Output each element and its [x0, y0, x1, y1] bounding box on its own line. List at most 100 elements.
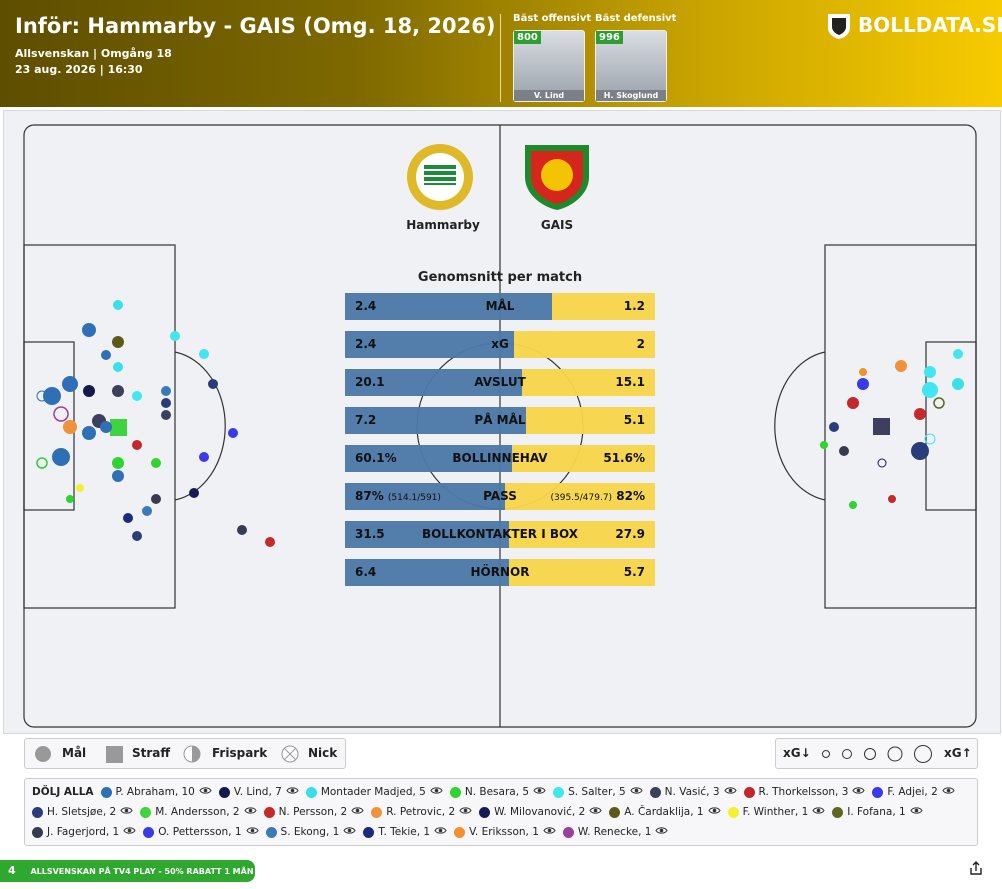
player-toggle[interactable]: R. Thorkelsson, 3: [743, 784, 866, 800]
away-value-text: 2: [636, 337, 645, 351]
stat-row: 7.2 PÅ MÅL 5.1: [345, 407, 655, 434]
player-dot: [218, 786, 230, 798]
player-name: H. Sletsjøe, 2: [47, 806, 117, 818]
player-name: M. Andersson, 2: [155, 806, 240, 818]
hide-all[interactable]: DÖLJ ALLA: [32, 786, 94, 798]
player-name: O. Pettersson, 1: [158, 826, 242, 838]
player-name: S. Salter, 5: [568, 786, 626, 798]
player-name: F. Winther, 1: [742, 806, 809, 818]
player-dot: [32, 806, 43, 818]
player-dot: [562, 826, 574, 838]
player-toggle[interactable]: P. Abraham, 10: [100, 784, 212, 800]
player-toggle[interactable]: I. Fofana, 1: [832, 804, 923, 820]
player-toggle[interactable]: V. Eriksson, 1: [454, 824, 556, 840]
player-name: T. Tekie, 1: [378, 826, 431, 838]
player-toggle[interactable]: F. Winther, 1: [727, 804, 826, 820]
eye-icon: [245, 826, 259, 838]
match-title: Inför: Hammarby - GAIS (Omg. 18, 2026): [15, 14, 496, 38]
player-dot: [100, 786, 112, 798]
share-icon[interactable]: [968, 860, 984, 876]
goal-area: [925, 341, 977, 511]
away-bar: [509, 521, 655, 548]
header: Inför: Hammarby - GAIS (Omg. 18, 2026) A…: [0, 0, 1002, 107]
player-toggle[interactable]: W. Renecke, 1: [562, 824, 669, 840]
away-value-text: 27.9: [615, 527, 645, 541]
away-detail: (395.5/479.7): [550, 493, 613, 503]
home-value-text: 2.4: [355, 337, 377, 351]
player-name: I. Fofana, 1: [847, 806, 906, 818]
player-card[interactable]: 996 H. Skoglund: [595, 30, 667, 102]
stat-row: 20.1 AVSLUT 15.1: [345, 369, 655, 396]
player-toggle[interactable]: T. Tekie, 1: [363, 824, 447, 840]
player-toggle[interactable]: F. Adjei, 2: [872, 784, 955, 800]
eye-icon: [351, 806, 364, 818]
away-value: (395.5/479.7) 82%: [550, 483, 645, 510]
player-toggle[interactable]: R. Petrovic, 2: [371, 804, 472, 820]
legend-label[interactable]: Nick: [308, 746, 338, 760]
xg-legend: xG↓ xG↑: [775, 738, 978, 769]
away-value-text: 51.6%: [603, 451, 645, 465]
player-toggle[interactable]: H. Sletsjøe, 2: [32, 804, 133, 820]
player-name: N. Vasić, 3: [664, 786, 720, 798]
brand[interactable]: BOLLDATA.SE: [858, 13, 1002, 37]
stat-row: 2.4 xG 2: [345, 331, 655, 358]
promo-banner[interactable]: 4 ALLSVENSKAN PÅ TV4 PLAY - 50% RABATT 1…: [0, 860, 255, 882]
player-toggle[interactable]: O. Pettersson, 1: [143, 824, 259, 840]
xg-low[interactable]: xG↓: [783, 746, 811, 760]
home-value: 2.4: [355, 331, 376, 358]
player-name: S. Ekong, 1: [280, 826, 340, 838]
rating: 996: [596, 31, 623, 44]
player-toggle[interactable]: A. Čardaklija, 1: [609, 804, 721, 820]
player-toggle[interactable]: S. Ekong, 1: [265, 824, 357, 840]
player-dot: [265, 826, 277, 838]
player-card[interactable]: 800 V. Lind: [513, 30, 585, 102]
legend-label[interactable]: Frispark: [212, 746, 268, 760]
card-label: Bäst defensivt: [595, 13, 677, 24]
xg-high[interactable]: xG↑: [944, 746, 972, 760]
away-value: 5.7: [624, 559, 645, 586]
away-value: 1.2: [624, 293, 645, 320]
eye-icon: [910, 806, 923, 818]
away-bar: [526, 407, 655, 434]
home-bar: [345, 293, 552, 320]
player-toggle[interactable]: N. Besara, 5: [449, 784, 546, 800]
stat-row: 31.5 BOLLKONTAKTER I BOX 27.9: [345, 521, 655, 548]
player-dot: [872, 786, 884, 798]
player-name: N. Persson, 2: [278, 806, 348, 818]
away-bar: [508, 559, 655, 586]
away-value-text: 1.2: [623, 299, 645, 313]
player-toggle[interactable]: V. Lind, 7: [218, 784, 299, 800]
home-value: 87% (514.1/591): [355, 483, 441, 510]
legend-label[interactable]: Mål: [62, 746, 87, 760]
eye-icon: [589, 806, 602, 818]
hammarby-crest: [407, 144, 473, 210]
stat-row: 60.1% BOLLINNEHAV 51.6%: [345, 445, 655, 472]
player-toggle[interactable]: N. Persson, 2: [263, 804, 365, 820]
eye-icon: [533, 786, 546, 798]
player-name: V. Lind, 7: [233, 786, 282, 798]
eye-icon: [244, 806, 257, 818]
away-value: 2: [637, 331, 645, 358]
player-toggle[interactable]: W. Milovanović, 2: [479, 804, 602, 820]
player-dot: [305, 786, 317, 798]
eye-icon: [434, 826, 447, 838]
player-toggle[interactable]: S. Salter, 5: [553, 784, 643, 800]
player-name: H. Skoglund: [596, 90, 666, 101]
eye-icon: [123, 826, 136, 838]
player-name: R. Thorkelsson, 3: [758, 786, 849, 798]
shots: [36, 300, 964, 547]
away-bar: [551, 293, 655, 320]
player-name: J. Fagerjord, 1: [47, 826, 120, 838]
legend-label[interactable]: Straff: [132, 746, 171, 760]
home-bar: [345, 521, 510, 548]
player-toggle[interactable]: M. Andersson, 2: [140, 804, 257, 820]
player-dot: [727, 806, 739, 818]
player-toggle[interactable]: J. Fagerjord, 1: [32, 824, 136, 840]
home-value-text: 6.4: [355, 565, 377, 579]
player-toggle[interactable]: N. Vasić, 3: [649, 784, 737, 800]
away-bar: [504, 483, 655, 510]
player-toggle[interactable]: Montader Madjed, 5: [305, 784, 443, 800]
player-name: R. Petrovic, 2: [386, 806, 456, 818]
player-filter: DÖLJ ALLA P. Abraham, 10 V. Lind, 7 Montad…: [24, 778, 978, 846]
